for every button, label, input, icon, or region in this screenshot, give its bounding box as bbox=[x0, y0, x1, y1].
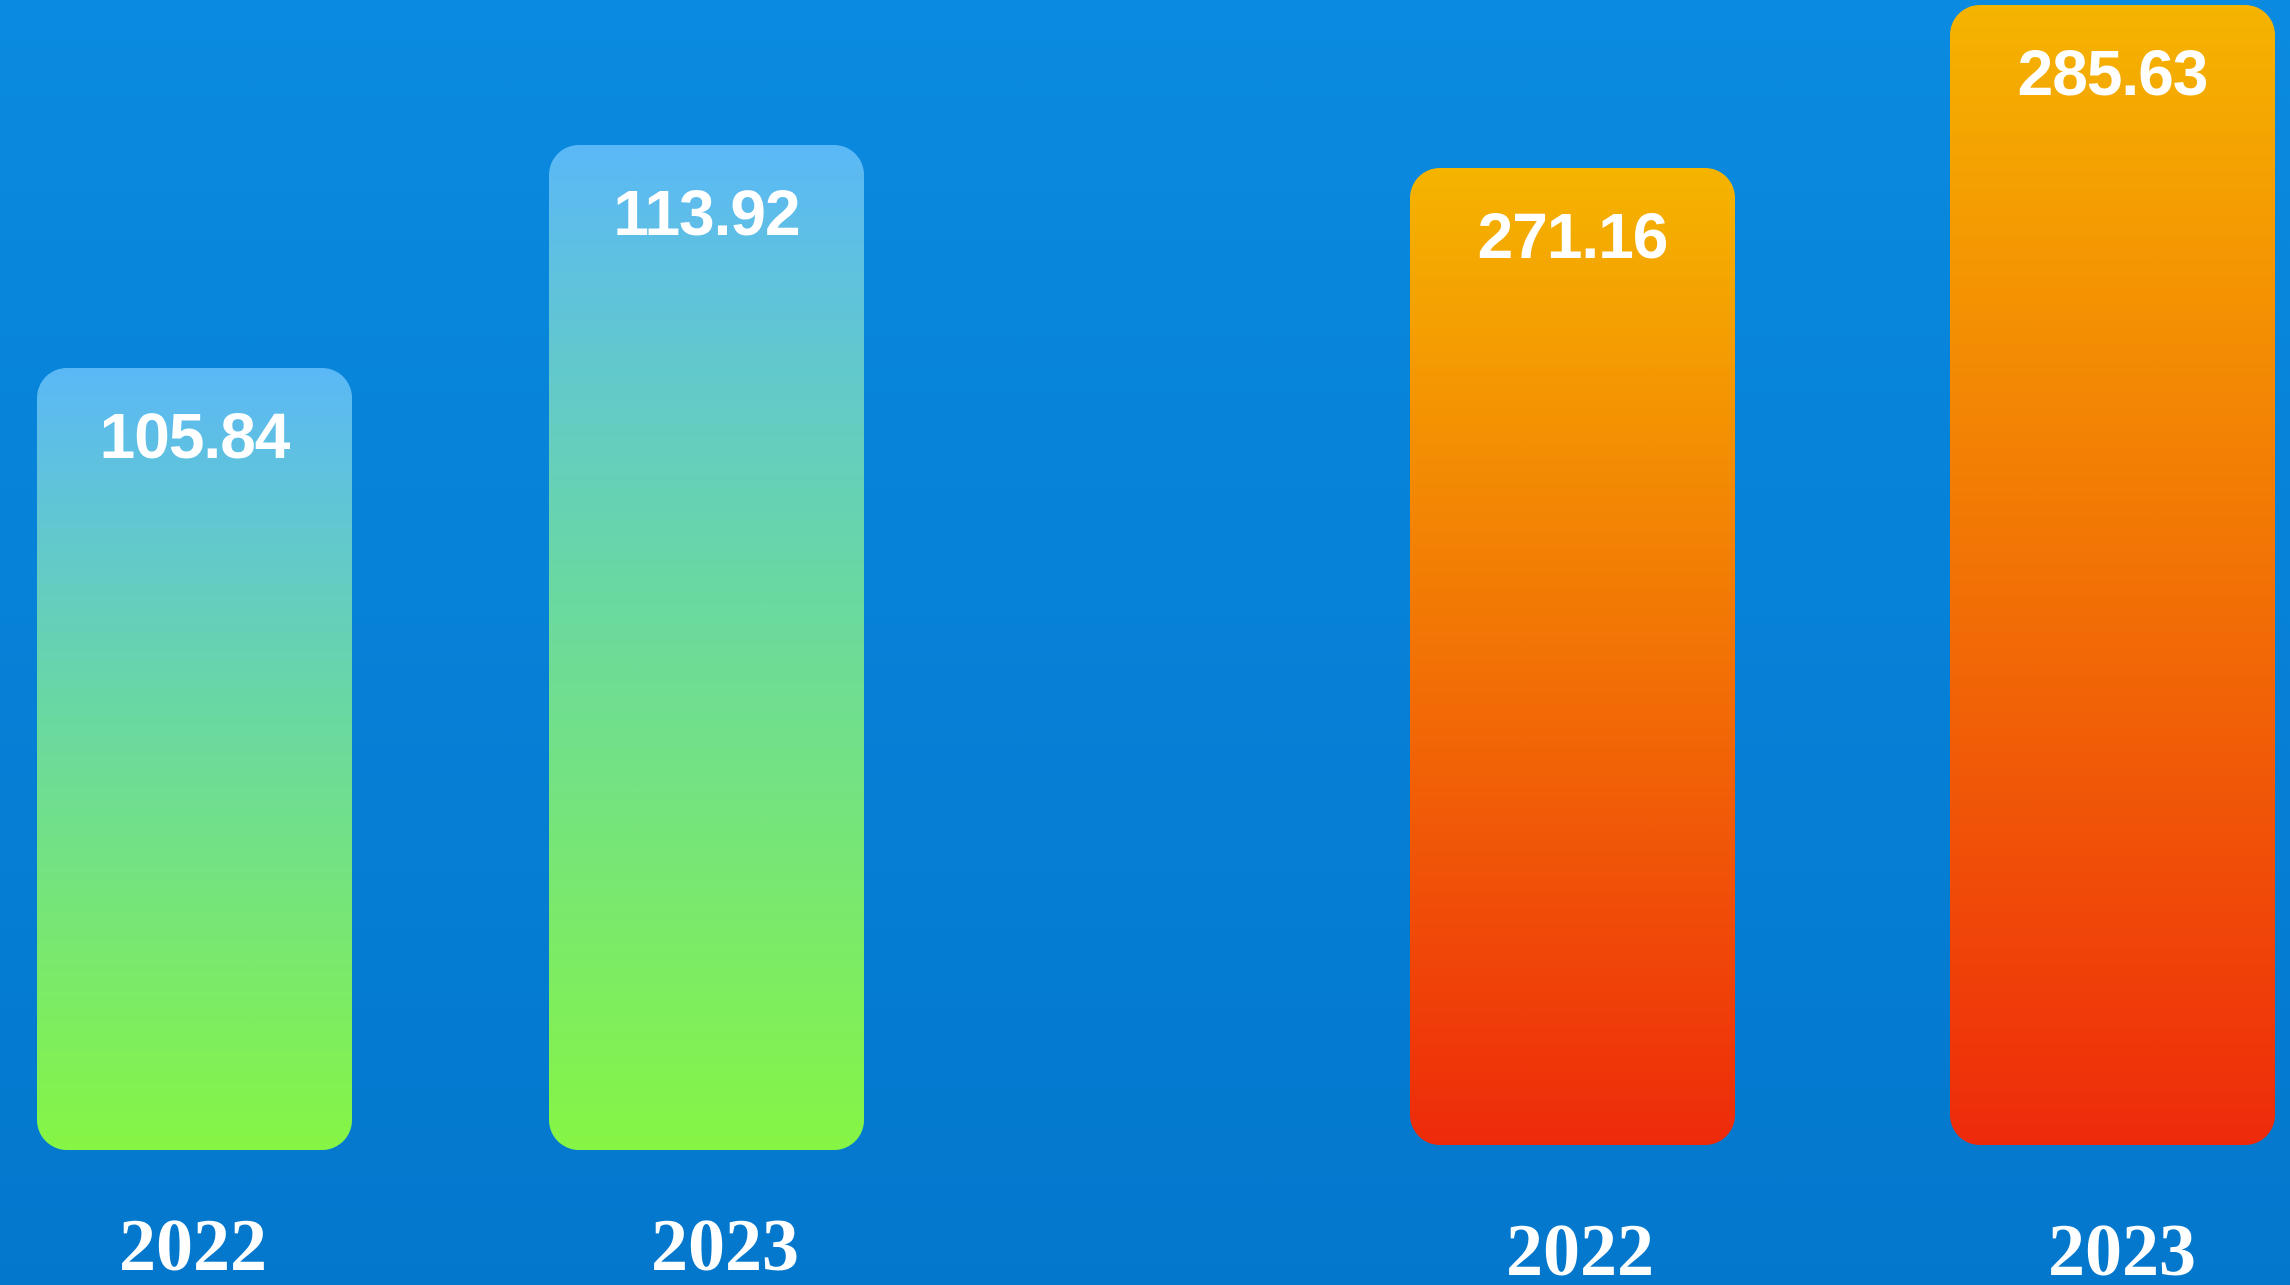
value-label-1-2023: 113.92 bbox=[613, 177, 799, 249]
value-label-2-2022: 271.16 bbox=[1478, 200, 1668, 272]
bar-2-2022 bbox=[1410, 168, 1735, 1145]
bar-1-2023 bbox=[549, 145, 864, 1150]
category-label-1-2022: 2022 bbox=[119, 1205, 267, 1285]
bar-2-2023 bbox=[1950, 5, 2275, 1145]
category-label-2-2023: 2023 bbox=[2048, 1210, 2196, 1285]
value-label-1-2022: 105.84 bbox=[100, 400, 291, 472]
category-label-2-2022: 2022 bbox=[1506, 1210, 1654, 1285]
bar-1-2022 bbox=[37, 368, 352, 1150]
value-label-2-2023: 285.63 bbox=[2018, 37, 2208, 109]
category-label-1-2023: 2023 bbox=[651, 1205, 799, 1285]
